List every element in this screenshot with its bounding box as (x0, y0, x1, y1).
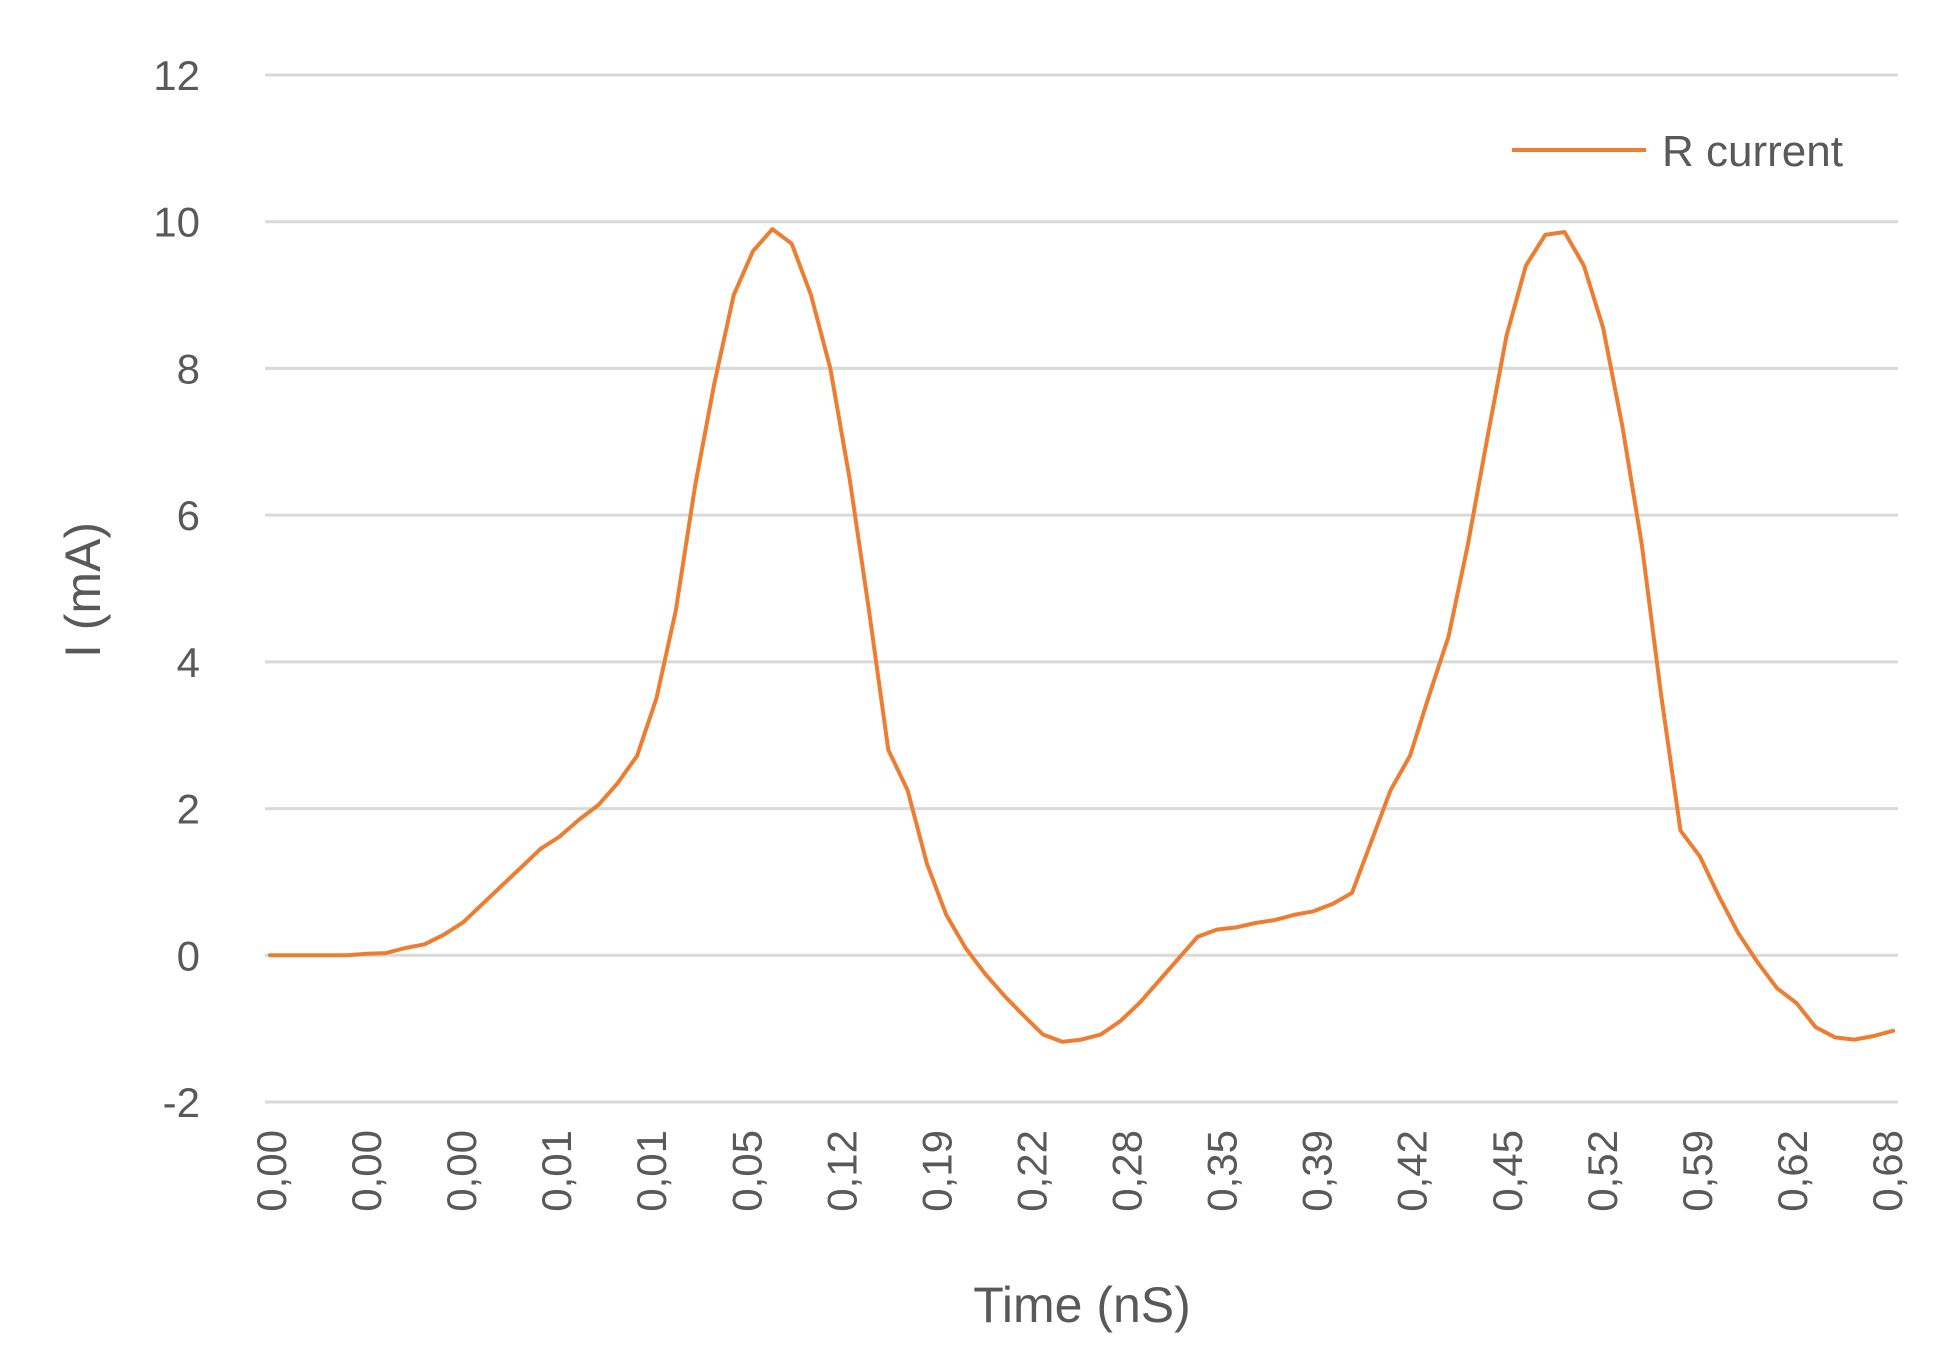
series-layer (268, 227, 1895, 1044)
x-tick-label: 0,05 (723, 1130, 770, 1212)
x-tick-label: 0,28 (1104, 1130, 1151, 1212)
x-tick-label: 0,52 (1579, 1130, 1626, 1212)
y-tick-label: 12 (153, 52, 200, 99)
y-tick-label: 4 (177, 639, 200, 686)
x-tick-label: 0,62 (1769, 1130, 1816, 1212)
x-tick-label: 0,59 (1674, 1130, 1721, 1212)
x-tick-label: 0,01 (628, 1130, 675, 1212)
y-axis-tick-labels: -2 0 2 4 6 8 10 12 (153, 52, 200, 1126)
y-tick-label: 0 (177, 932, 200, 979)
x-tick-label: 0,35 (1199, 1130, 1246, 1212)
y-tick-label: 8 (177, 345, 200, 392)
x-axis-tick-labels: 0,00 0,00 0,00 0,01 0,01 0,05 0,12 0,19 0,22 0,28… (248, 1130, 1911, 1212)
x-tick-label: 0,68 (1864, 1130, 1911, 1212)
x-tick-label: 0,45 (1484, 1130, 1531, 1212)
x-tick-label: 0,19 (913, 1130, 960, 1212)
y-tick-label: -2 (163, 1079, 200, 1126)
y-axis-title: I (mA) (55, 522, 111, 658)
y-tick-label: 10 (153, 199, 200, 246)
x-axis-title: Time (nS) (973, 1277, 1191, 1333)
legend: R current (1512, 127, 1843, 176)
x-tick-label: 0,00 (343, 1130, 390, 1212)
x-tick-label: 0,12 (818, 1130, 865, 1212)
x-tick-label: 0,01 (533, 1130, 580, 1212)
x-tick-label: 0,00 (248, 1130, 295, 1212)
series-line-0 (268, 227, 1895, 1044)
x-tick-label: 0,42 (1389, 1130, 1436, 1212)
y-tick-label: 6 (177, 492, 200, 539)
x-tick-label: 0,00 (438, 1130, 485, 1212)
gridlines (265, 73, 1898, 1104)
x-tick-label: 0,22 (1008, 1130, 1055, 1212)
y-tick-label: 2 (177, 786, 200, 833)
legend-label-r-current: R current (1662, 127, 1843, 176)
x-tick-label: 0,39 (1294, 1130, 1341, 1212)
